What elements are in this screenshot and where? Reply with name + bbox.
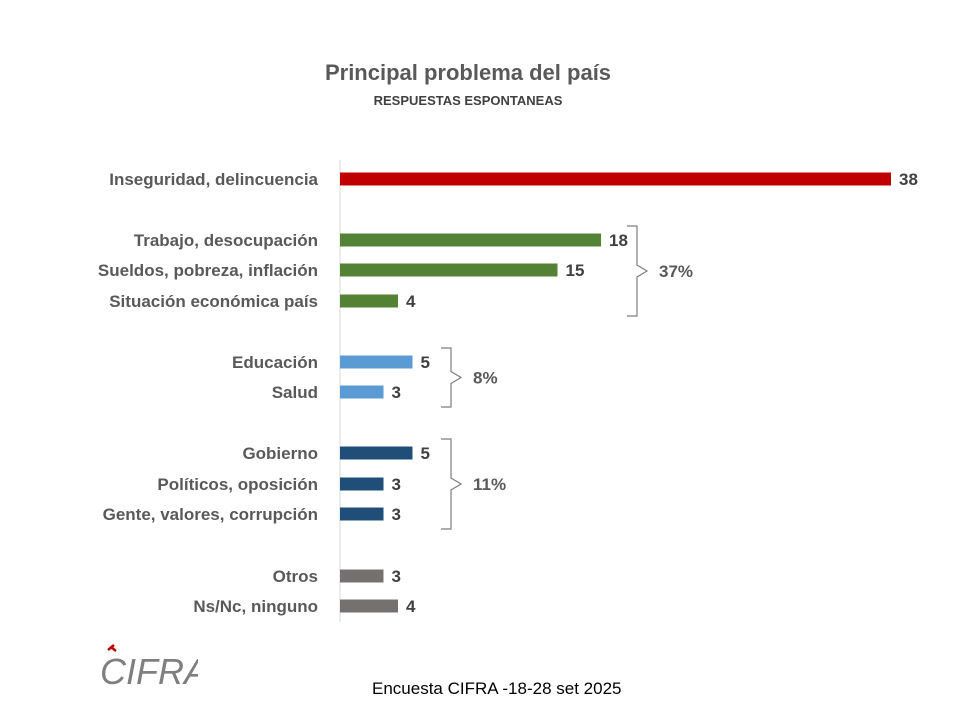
bar — [340, 263, 558, 277]
bar — [340, 599, 398, 613]
category-label: Gente, valores, corrupción — [103, 505, 318, 524]
group-brace — [627, 225, 649, 317]
category-label: Otros — [273, 567, 318, 586]
category-label: Trabajo, desocupación — [134, 231, 318, 250]
category-label: Sueldos, pobreza, inflación — [98, 261, 318, 280]
cifra-logo: CIFRA — [100, 644, 198, 692]
data-label: 18 — [609, 231, 628, 250]
category-label: Situación económica país — [109, 292, 318, 311]
category-label: Salud — [272, 383, 318, 402]
bar — [340, 355, 413, 369]
data-label: 38 — [899, 170, 918, 189]
group-total-label: 11% — [473, 475, 506, 494]
data-label: 5 — [421, 353, 430, 372]
chart-subtitle: RESPUESTAS ESPONTANEAS — [373, 93, 563, 108]
bar — [340, 233, 601, 247]
group-brace — [441, 347, 463, 408]
logo-text: CIFRA — [100, 651, 198, 692]
survey-footer: Encuesta CIFRA -18-28 set 2025 — [372, 679, 622, 698]
chart-title: Principal problema del país — [324, 60, 612, 85]
bar — [340, 294, 398, 308]
category-label: Gobierno — [242, 444, 318, 463]
category-label: Políticos, oposición — [157, 475, 318, 494]
data-label: 4 — [406, 292, 416, 311]
category-label: Inseguridad, delincuencia — [109, 170, 318, 189]
bar — [340, 385, 384, 399]
bar — [340, 569, 384, 583]
data-label: 5 — [421, 444, 430, 463]
data-label: 15 — [566, 261, 585, 280]
bar — [340, 446, 413, 460]
data-label: 4 — [406, 597, 416, 616]
bar — [340, 507, 384, 521]
data-label: 3 — [392, 567, 401, 586]
bar — [340, 477, 384, 491]
group-total-label: 37% — [659, 262, 693, 281]
category-label: Ns/Nc, ninguno — [193, 597, 318, 616]
bar — [340, 172, 891, 186]
group-total-label: 8% — [473, 369, 498, 388]
group-brace — [441, 438, 463, 530]
data-label: 3 — [392, 383, 401, 402]
data-label: 3 — [392, 505, 401, 524]
data-label: 3 — [392, 475, 401, 494]
category-label: Educación — [232, 353, 318, 372]
